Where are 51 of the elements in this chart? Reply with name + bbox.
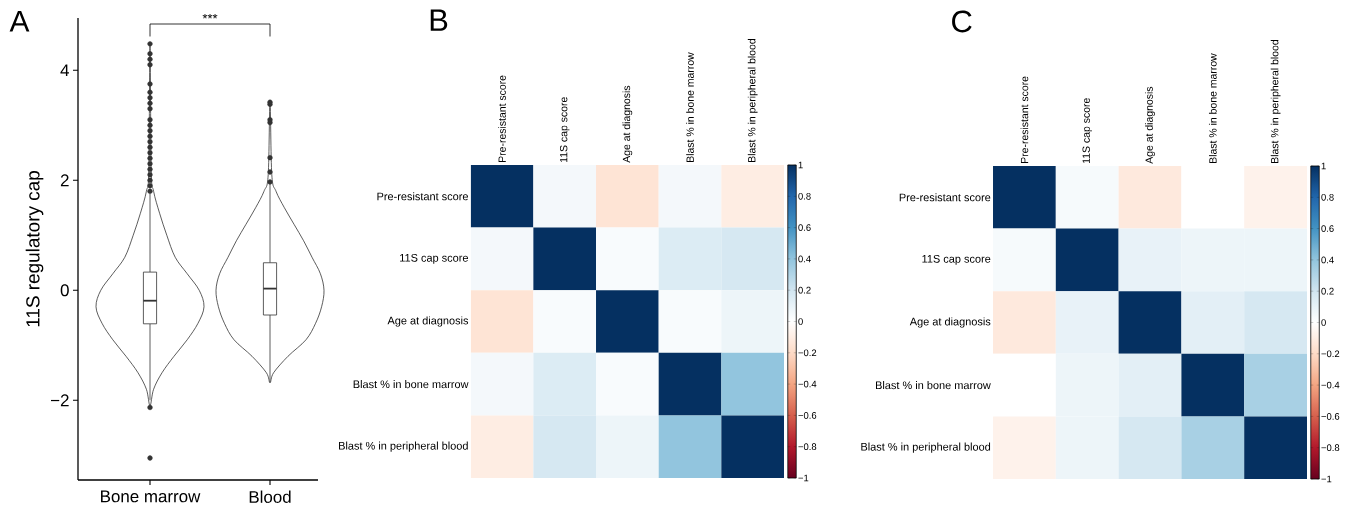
color-bar-label: 0.4 (1321, 256, 1334, 264)
color-bar-label: 1 (1321, 162, 1326, 170)
x-tick-label: 11S cap score (559, 97, 570, 162)
color-bar-label: 1 (798, 161, 803, 169)
chart-title: B (430, 9, 448, 31)
x-tick-label: Blast % in peripheral blood (1270, 40, 1281, 163)
color-bar-label: 0.2 (798, 286, 811, 294)
x-tick-label: Blast % in bone marrow (1208, 53, 1217, 163)
y-axis-title: 11S regulatory cap (25, 171, 44, 327)
color-bar-label: −0.8 (798, 443, 817, 451)
y-tick-label: Age at diagnosis (387, 316, 469, 327)
y-tick-label: 11S cap score (400, 253, 469, 264)
color-bar-label: −0.8 (1321, 444, 1340, 452)
color-bar-label: −0.2 (1321, 350, 1340, 358)
y-tick-label: Blast % in peripheral blood (861, 442, 991, 453)
y-tick-label: Blast % in peripheral blood (339, 441, 468, 452)
color-bar-label: −0.2 (798, 349, 817, 357)
y-tick-label: 11S cap score (922, 254, 991, 265)
y-tick-label: Age at diagnosis (909, 317, 991, 328)
color-bar-label: −0.6 (798, 412, 817, 419)
y-tick-label: Pre-resistant score (899, 193, 991, 202)
x-tick-label: Bone marrow (101, 490, 201, 503)
y-tick-label: 4 (60, 64, 69, 77)
color-bar-label: 0.2 (1321, 287, 1334, 295)
color-bar-label: −0.4 (1321, 381, 1340, 389)
color-bar-label: 0.6 (798, 224, 811, 231)
color-bar-label: 0 (798, 318, 803, 325)
y-tick-label: −2 (51, 394, 69, 407)
color-bar-label: −1 (798, 474, 809, 482)
y-tick-label: Pre-resistant score (377, 192, 468, 201)
x-tick-label: Age at diagnosis (1145, 86, 1155, 164)
color-bar-label: −1 (1321, 475, 1332, 483)
chart-title: A (9, 10, 30, 32)
annotation: *** (202, 13, 218, 19)
y-tick-label: Blast % in bone marrow (875, 381, 991, 390)
chart-title: C (952, 10, 972, 33)
color-bar-label: −0.6 (1321, 413, 1340, 420)
color-bar-label: 0.8 (1321, 193, 1334, 201)
color-bar-label: 0 (1321, 319, 1326, 326)
color-bar-label: 0.4 (798, 255, 811, 263)
x-tick-label: 11S cap score (1082, 98, 1092, 163)
y-tick-label: 2 (60, 174, 69, 187)
y-tick-label: Blast % in bone marrow (353, 380, 469, 389)
x-tick-label: Age at diagnosis (622, 85, 633, 163)
color-bar-label: 0.6 (1321, 225, 1334, 232)
color-bar-label: −0.4 (798, 380, 817, 388)
x-tick-label: Blast % in peripheral blood (747, 39, 758, 162)
x-tick-label: Blood (249, 490, 291, 503)
y-tick-label: 0 (60, 284, 69, 297)
color-bar-label: 0.8 (798, 192, 811, 200)
x-tick-label: Blast % in bone marrow (686, 52, 694, 162)
